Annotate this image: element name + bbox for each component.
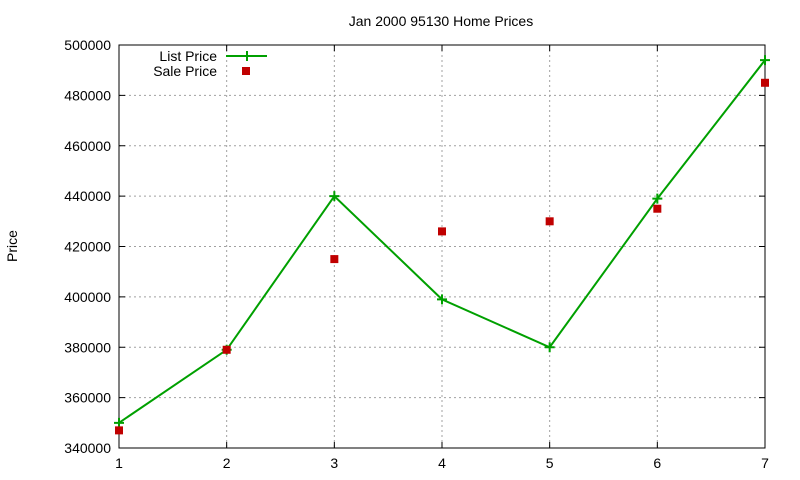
y-tick-label: 340000 <box>64 440 111 456</box>
legend-label-list-price: List Price <box>159 48 217 64</box>
list-price-point <box>760 55 770 66</box>
y-tick-label: 420000 <box>64 239 111 255</box>
x-tick-label: 1 <box>115 455 123 471</box>
y-tick-label: 480000 <box>64 87 111 103</box>
axes: 1 2 3 4 5 6 7 340000 360000 380000 400000 420000 440… <box>64 37 769 471</box>
chart-title: Jan 2000 95130 Home Prices <box>349 13 533 29</box>
x-tick-label: 3 <box>330 455 338 471</box>
x-tick-label: 7 <box>761 455 769 471</box>
list-price-point <box>114 417 124 428</box>
x-tick-label: 2 <box>223 455 231 471</box>
y-tick-label: 400000 <box>64 289 111 305</box>
list-price-point <box>652 193 663 204</box>
y-axis-label: Price <box>4 230 20 262</box>
y-tick-label: 440000 <box>64 188 111 204</box>
sale-price-point <box>653 204 662 213</box>
legend-marker-list-price <box>242 51 252 61</box>
sale-price-point <box>115 426 123 435</box>
list-price-point <box>329 191 340 202</box>
series <box>114 55 770 435</box>
legend-marker-sale-price <box>242 67 250 75</box>
x-tick-label: 5 <box>546 455 554 471</box>
x-tick-label: 6 <box>653 455 661 471</box>
y-tick-label: 360000 <box>64 390 111 406</box>
sale-price-point <box>761 78 769 87</box>
sale-price-point <box>438 227 446 236</box>
list-price-point <box>544 342 555 353</box>
y-tick-label: 500000 <box>64 37 111 53</box>
x-tick-label: 4 <box>438 455 446 471</box>
y-tick-label: 460000 <box>64 138 111 154</box>
grid-lines <box>119 45 765 448</box>
sale-price-point <box>545 217 554 226</box>
y-tick-label: 380000 <box>64 339 111 355</box>
sale-price-point <box>330 255 339 264</box>
list-price-point <box>437 294 447 305</box>
legend-label-sale-price: Sale Price <box>153 63 217 79</box>
legend: List Price Sale Price <box>153 48 267 79</box>
sale-price-point <box>222 345 231 354</box>
